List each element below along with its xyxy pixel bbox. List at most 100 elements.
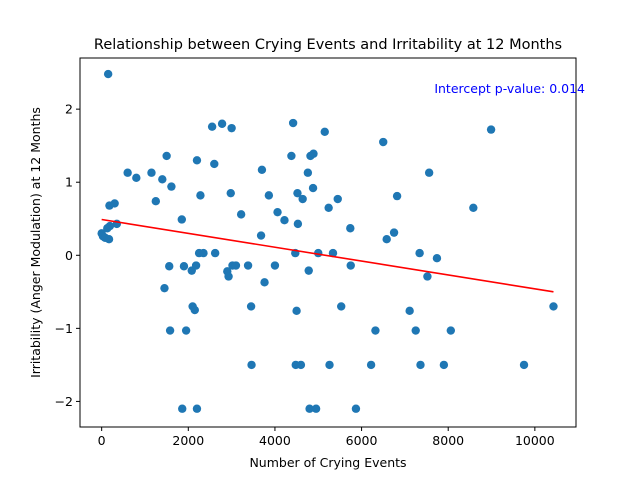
data-point bbox=[103, 69, 113, 79]
data-point bbox=[382, 235, 391, 244]
data-point bbox=[311, 404, 321, 413]
data-point bbox=[270, 261, 280, 270]
data-point bbox=[308, 183, 318, 193]
data-point bbox=[104, 235, 114, 244]
x-tick-label: 8000 bbox=[432, 433, 464, 448]
data-point bbox=[288, 118, 298, 128]
y-tick-label: 0 bbox=[65, 248, 73, 263]
data-point bbox=[256, 231, 266, 240]
data-point bbox=[469, 203, 478, 212]
data-point bbox=[328, 248, 338, 258]
data-point bbox=[158, 175, 167, 184]
data-point bbox=[178, 404, 187, 413]
data-point bbox=[260, 278, 269, 287]
data-point bbox=[151, 197, 161, 206]
data-point bbox=[424, 168, 434, 177]
data-point bbox=[210, 248, 220, 258]
data-point bbox=[207, 122, 217, 131]
regression-line bbox=[101, 218, 554, 293]
data-point bbox=[192, 404, 202, 413]
data-point bbox=[236, 210, 246, 219]
data-point bbox=[346, 261, 355, 270]
data-point bbox=[247, 360, 256, 370]
data-point bbox=[296, 360, 306, 370]
x-tick-label: 0 bbox=[98, 433, 106, 448]
data-point bbox=[305, 404, 314, 413]
data-point bbox=[411, 326, 420, 335]
data-point bbox=[167, 182, 176, 191]
intercept-annotation: Intercept p-value: 0.014 bbox=[434, 81, 585, 96]
data-point bbox=[177, 215, 186, 224]
data-point bbox=[324, 203, 333, 212]
x-tick-label: 6000 bbox=[346, 433, 378, 448]
data-point bbox=[439, 360, 449, 370]
data-point bbox=[379, 137, 388, 147]
data-point bbox=[231, 261, 241, 270]
data-point bbox=[199, 248, 208, 258]
data-point bbox=[123, 168, 132, 177]
data-point bbox=[273, 207, 282, 217]
data-point bbox=[224, 272, 233, 281]
data-point bbox=[303, 168, 313, 177]
data-point bbox=[320, 127, 329, 136]
data-point bbox=[179, 262, 189, 271]
y-tick-label: 2 bbox=[65, 102, 73, 117]
data-point bbox=[333, 194, 342, 204]
chart-title: Relationship between Crying Events and I… bbox=[94, 37, 562, 53]
data-point bbox=[298, 194, 307, 204]
data-point bbox=[337, 302, 346, 311]
data-point bbox=[160, 283, 169, 293]
data-point bbox=[210, 159, 219, 169]
data-point bbox=[147, 168, 156, 177]
data-point bbox=[196, 191, 205, 200]
data-point bbox=[519, 360, 529, 370]
y-axis-label: Irritability (Anger Modulation) at 12 Mo… bbox=[28, 107, 43, 378]
y-tick-label: −1 bbox=[55, 321, 73, 336]
data-point bbox=[226, 188, 235, 198]
data-point bbox=[405, 306, 414, 316]
data-point bbox=[192, 156, 202, 165]
data-point bbox=[371, 326, 380, 335]
data-point bbox=[423, 272, 432, 281]
data-point bbox=[243, 261, 253, 270]
data-point bbox=[165, 326, 175, 335]
data-point bbox=[227, 123, 236, 133]
data-point bbox=[105, 221, 115, 231]
data-point bbox=[257, 165, 267, 174]
data-point bbox=[351, 404, 361, 413]
data-point bbox=[549, 302, 558, 311]
data-point bbox=[162, 151, 171, 161]
data-point bbox=[392, 191, 402, 201]
data-point bbox=[416, 360, 425, 370]
data-point bbox=[246, 302, 256, 311]
data-point bbox=[366, 360, 376, 370]
data-point bbox=[389, 228, 399, 237]
data-point bbox=[293, 219, 303, 229]
x-axis: 0 2000 4000 6000 8000 10000 bbox=[98, 427, 555, 448]
plot-area bbox=[97, 69, 558, 413]
data-point bbox=[264, 191, 274, 200]
data-point bbox=[325, 360, 334, 370]
y-tick-label: −2 bbox=[55, 394, 73, 409]
data-point bbox=[280, 216, 289, 225]
data-point bbox=[432, 254, 442, 263]
data-point bbox=[292, 306, 301, 316]
y-axis: −2 −1 0 1 2 bbox=[55, 102, 80, 409]
plot-frame bbox=[79, 57, 577, 428]
data-point bbox=[191, 261, 201, 270]
x-axis-label: Number of Crying Events bbox=[249, 455, 406, 470]
x-tick-label: 4000 bbox=[259, 433, 291, 448]
data-point bbox=[181, 326, 191, 335]
data-point bbox=[287, 151, 296, 161]
data-point bbox=[132, 173, 141, 183]
data-point bbox=[217, 119, 227, 128]
data-point bbox=[486, 125, 496, 134]
data-point bbox=[309, 149, 318, 158]
data-point bbox=[293, 188, 302, 198]
data-point bbox=[190, 305, 199, 315]
y-tick-label: 1 bbox=[65, 175, 73, 190]
data-point bbox=[110, 199, 119, 208]
data-point bbox=[446, 326, 456, 335]
data-point bbox=[304, 266, 313, 275]
